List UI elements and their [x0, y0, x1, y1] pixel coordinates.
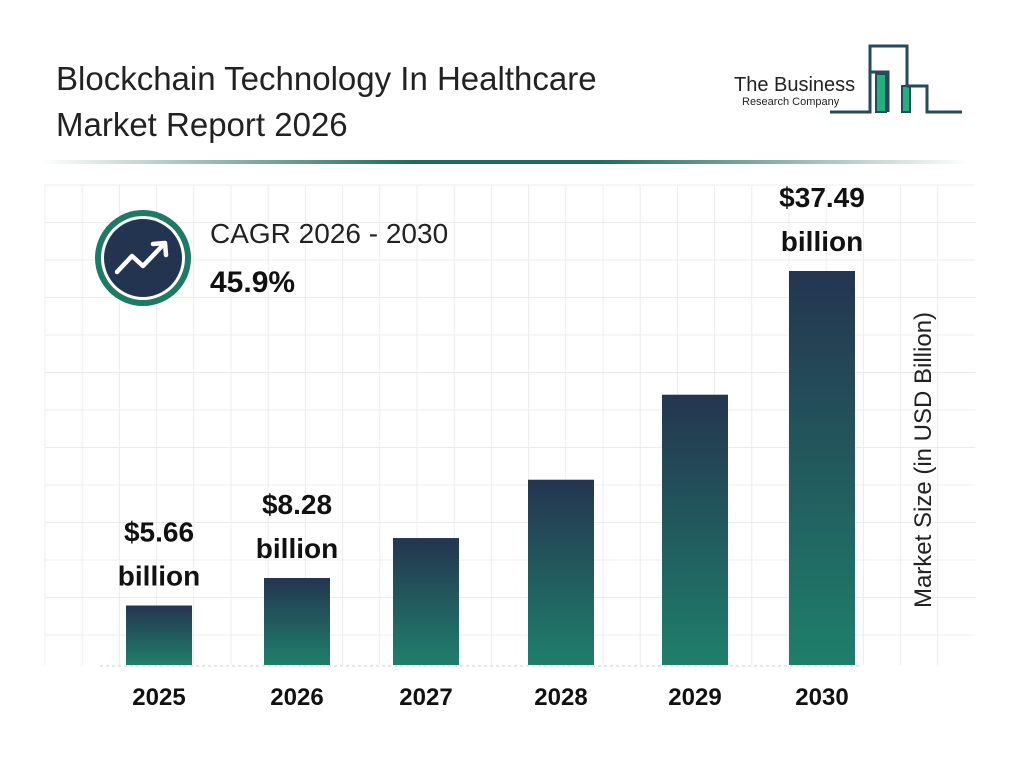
data-label-value: $5.66	[124, 517, 194, 548]
chart-title: Blockchain Technology In Healthcare Mark…	[56, 56, 597, 148]
x-tick-label: 2027	[399, 684, 452, 711]
logo-text: The Business	[734, 74, 856, 96]
data-label-value: $37.49	[779, 182, 865, 213]
bar-2026	[264, 577, 330, 665]
x-tick-label: 2030	[795, 684, 848, 711]
title-divider	[40, 160, 970, 164]
y-axis-label: Market Size (in USD Billion)	[910, 311, 937, 609]
cagr-label: CAGR 2026 - 2030	[210, 218, 449, 249]
bar-2030	[789, 271, 855, 665]
data-label-unit: billion	[118, 561, 200, 592]
data-label-unit: billion	[256, 533, 338, 564]
x-tick-label: 2025	[132, 684, 185, 711]
data-label-unit: billion	[781, 226, 863, 257]
company-logo: The Business Research Company	[730, 44, 965, 116]
cagr-badge	[95, 210, 191, 306]
logo-buildings-icon	[830, 44, 962, 114]
x-tick-label: 2026	[270, 684, 323, 711]
data-label-value: $8.28	[262, 489, 332, 520]
title-line-1: Blockchain Technology In Healthcare	[56, 60, 597, 97]
title-line-2: Market Report 2026	[56, 106, 348, 143]
bar-2028	[528, 479, 594, 665]
bar-2029	[662, 394, 728, 665]
x-tick-label: 2028	[534, 684, 587, 711]
logo-subtext: Research Company	[742, 96, 840, 108]
bar-2025	[126, 605, 192, 665]
x-tick-label: 2029	[668, 684, 721, 711]
cagr-value: 45.9%	[210, 266, 296, 299]
bar-2027	[393, 538, 459, 665]
trending-up-icon	[114, 240, 169, 275]
